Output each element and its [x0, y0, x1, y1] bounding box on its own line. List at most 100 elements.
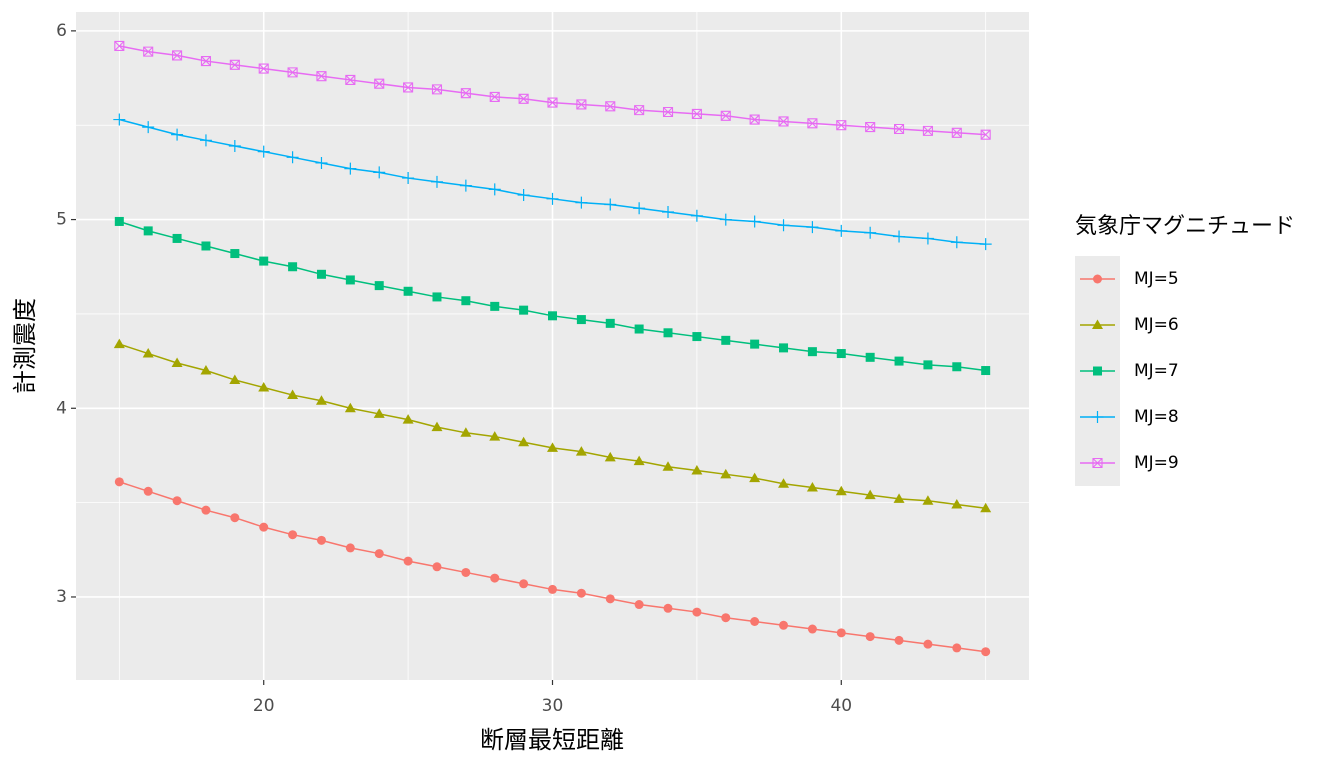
point	[865, 632, 875, 642]
x-tick-label: 30	[542, 696, 564, 716]
legend-title: 気象庁マグニチュード	[1075, 214, 1295, 239]
point	[459, 179, 472, 192]
point	[460, 88, 471, 99]
point	[806, 482, 818, 492]
legend-symbol	[1091, 411, 1104, 423]
point	[517, 189, 530, 202]
point	[575, 196, 588, 209]
point	[633, 202, 646, 215]
legend-label: MJ=9	[1134, 453, 1179, 473]
point	[721, 335, 731, 345]
point	[548, 311, 557, 321]
point	[259, 256, 269, 266]
point	[257, 145, 270, 158]
point	[604, 451, 616, 462]
point	[490, 573, 500, 583]
point	[547, 97, 558, 108]
point	[864, 226, 877, 239]
point	[893, 230, 906, 243]
point	[199, 134, 212, 147]
point	[663, 603, 673, 613]
point	[980, 502, 992, 513]
point	[374, 549, 384, 559]
point	[143, 226, 153, 236]
point	[143, 486, 153, 496]
point	[605, 101, 616, 112]
point	[288, 262, 298, 272]
point	[548, 584, 557, 594]
point	[201, 241, 211, 251]
point	[461, 296, 471, 306]
point	[402, 414, 414, 424]
point	[720, 110, 731, 121]
point	[634, 324, 644, 334]
point	[576, 315, 586, 325]
point	[519, 579, 529, 589]
point	[258, 63, 269, 74]
point	[519, 305, 529, 315]
y-tick-label: 3	[56, 587, 67, 607]
plot-lines	[113, 40, 992, 657]
point	[779, 343, 789, 353]
point	[605, 318, 615, 328]
point	[113, 338, 125, 349]
point	[460, 427, 472, 437]
point	[315, 156, 328, 169]
point	[575, 446, 587, 456]
grid	[76, 12, 1029, 680]
point	[981, 366, 991, 376]
point	[778, 116, 789, 127]
point	[315, 395, 327, 405]
point	[633, 455, 645, 466]
point	[172, 233, 182, 243]
point	[952, 643, 962, 653]
y-axis-title: 計測震度	[11, 298, 39, 394]
point	[865, 352, 875, 362]
point	[634, 105, 645, 116]
point	[432, 292, 442, 302]
point	[229, 59, 240, 70]
point	[142, 121, 155, 134]
point	[662, 461, 674, 471]
point	[518, 93, 529, 104]
point	[719, 213, 732, 226]
point	[634, 600, 644, 610]
point	[604, 198, 617, 211]
point	[807, 118, 818, 129]
point	[403, 286, 413, 296]
legend-label: MJ=7	[1134, 361, 1179, 381]
y-tick-label: 5	[56, 210, 67, 230]
point	[893, 493, 905, 503]
point	[201, 505, 211, 515]
point	[229, 374, 241, 384]
point	[836, 120, 847, 131]
legend: 気象庁マグニチュード MJ=5 MJ=6 MJ=7 MJ=8 MJ=9	[1075, 214, 1295, 486]
point	[691, 108, 702, 119]
point	[923, 639, 933, 649]
point	[143, 46, 154, 57]
point	[172, 496, 182, 506]
legend-symbol	[1093, 274, 1102, 284]
point	[286, 151, 299, 164]
point	[345, 74, 356, 85]
point	[806, 221, 819, 234]
point	[344, 162, 357, 175]
legend-symbol	[1092, 457, 1103, 469]
point	[172, 50, 183, 61]
point	[662, 106, 674, 118]
point	[259, 522, 269, 532]
legend-label: MJ=8	[1134, 407, 1179, 427]
point	[171, 128, 184, 141]
point	[835, 224, 848, 237]
point	[114, 477, 124, 487]
point	[258, 382, 270, 392]
point	[288, 530, 298, 540]
point	[690, 209, 703, 222]
point	[692, 607, 702, 617]
point	[836, 628, 846, 638]
point	[142, 348, 154, 358]
point	[691, 465, 703, 475]
point	[807, 347, 817, 357]
y-tick-label: 6	[56, 21, 67, 41]
point	[749, 472, 761, 483]
